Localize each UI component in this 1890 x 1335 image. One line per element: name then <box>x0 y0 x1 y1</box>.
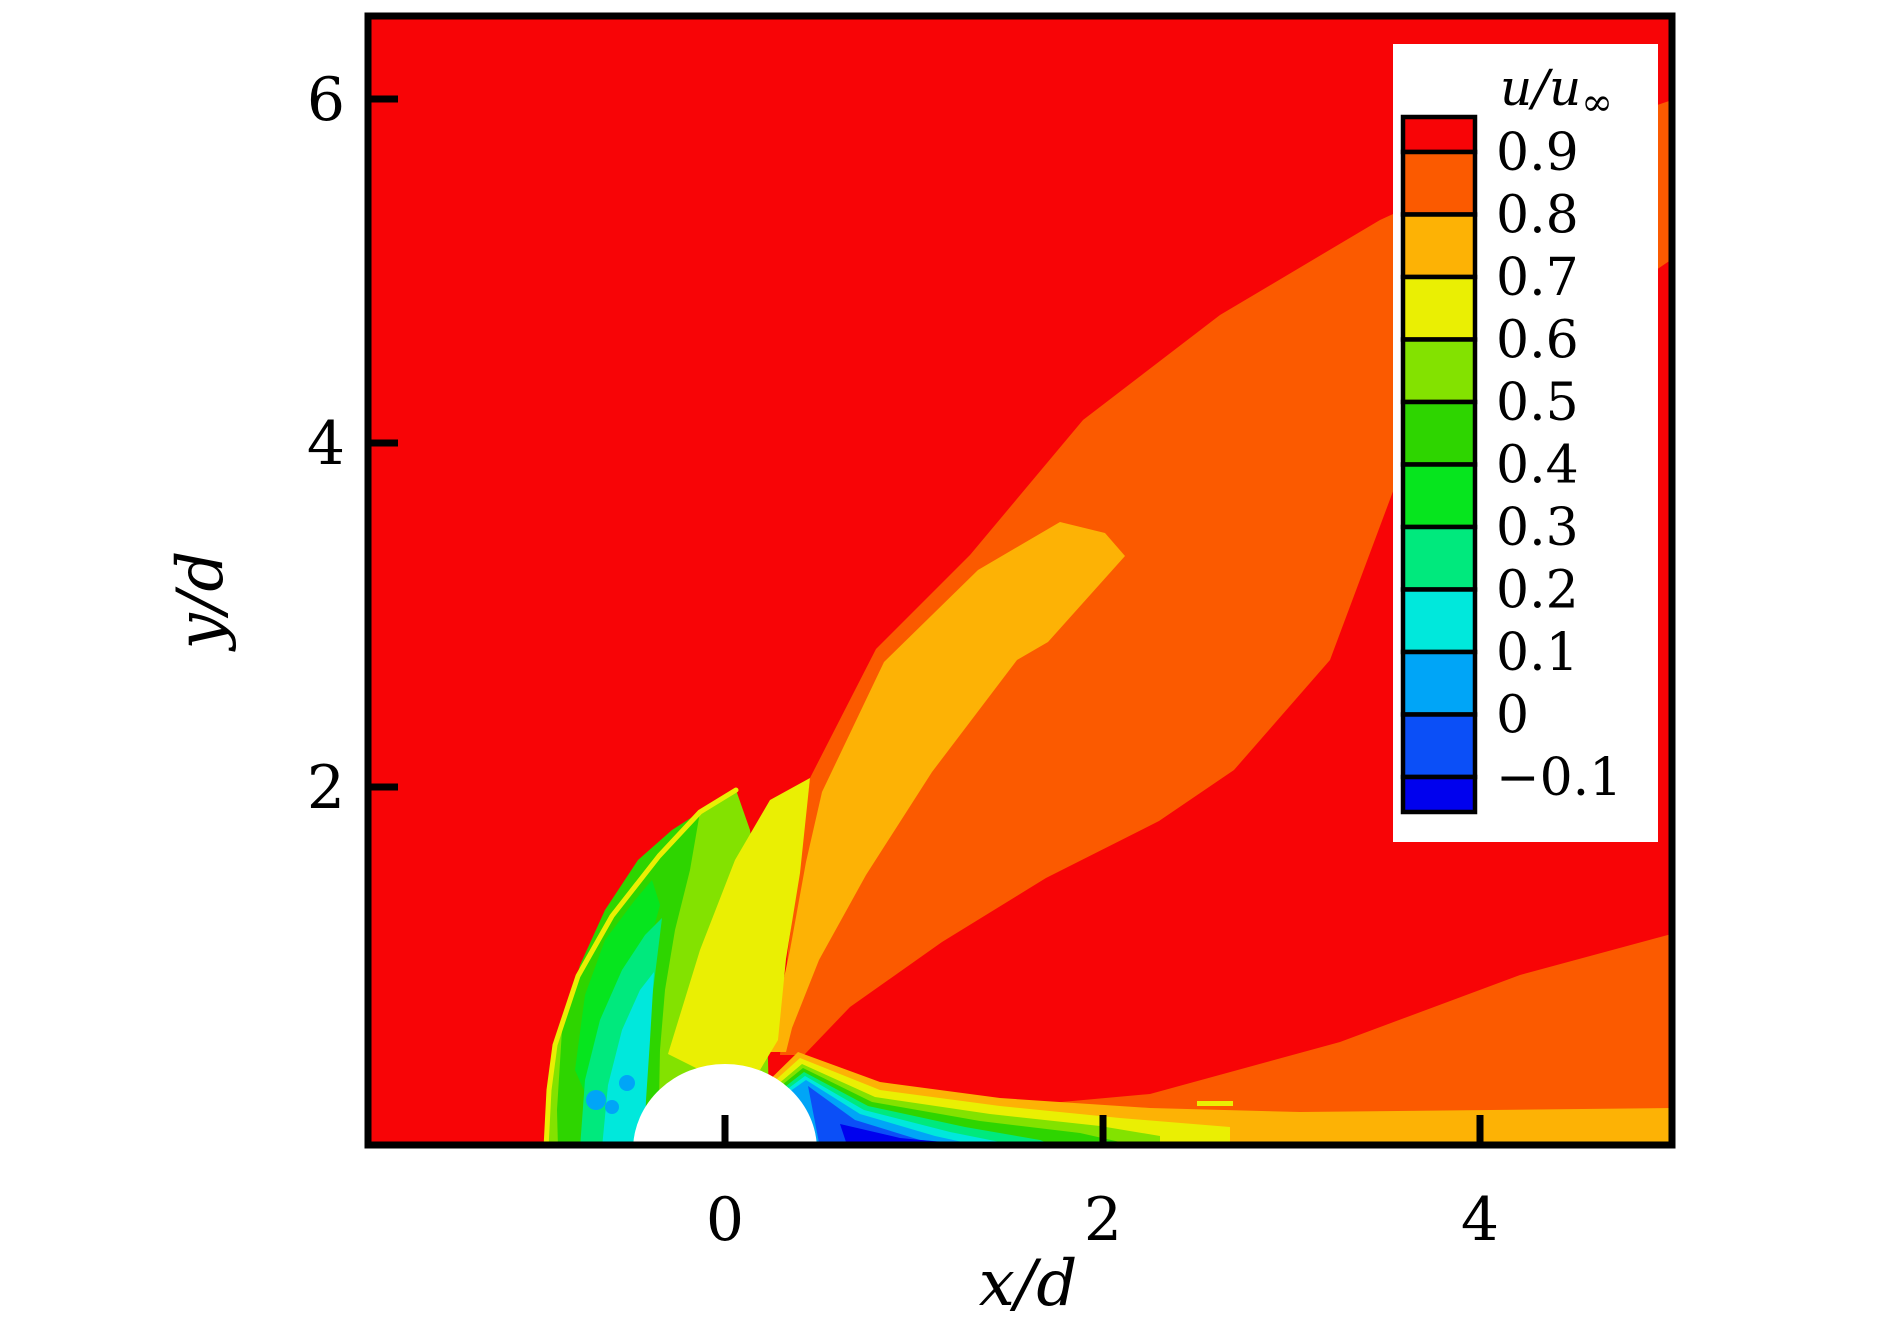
legend-swatch-0.4 <box>1400 399 1478 467</box>
y-tick-label-6: 6 <box>307 65 345 135</box>
legend-label-0.7: 0.7 <box>1496 248 1579 308</box>
legend-label-0.2: 0.2 <box>1496 561 1579 621</box>
legend-swatch-0.9 <box>1400 114 1478 155</box>
contour-wake-yellow-sliver <box>1197 1101 1233 1106</box>
legend-label-0.5: 0.5 <box>1496 373 1579 433</box>
contour-gold-band <box>768 522 1125 1052</box>
legend-label-−0.1: −0.1 <box>1496 748 1622 808</box>
y-axis-label: y/d <box>164 551 238 653</box>
legend-swatch-end <box>1400 774 1478 815</box>
x-tick-label-4: 4 <box>1461 1185 1499 1255</box>
contour-wake-darkblue-reverse-flow <box>840 1124 974 1145</box>
legend-swatch-−0.1 <box>1400 712 1478 780</box>
contour-pocket-blue-spot-2 <box>619 1075 635 1091</box>
legend-label-0: 0 <box>1496 686 1529 746</box>
legend-swatch-0.6 <box>1400 274 1478 342</box>
legend-label-0.8: 0.8 <box>1496 186 1579 246</box>
legend-label-0.4: 0.4 <box>1496 436 1579 496</box>
x-axis-label: x/d <box>979 1247 1078 1321</box>
x-tick-label-0: 0 <box>706 1185 744 1255</box>
contour-lower-orange-wedge <box>952 933 1672 1120</box>
bow-shock-fringe <box>543 787 739 1145</box>
plot-frame <box>364 12 1676 1149</box>
cylinder-body <box>633 1064 817 1145</box>
contour-yellow-jet <box>668 778 810 1070</box>
colorbar-legend: u/u∞ 0.90.80.70.60.50.40.30.20.10−0.1 <box>1393 44 1658 842</box>
legend-swatch-0 <box>1400 649 1478 717</box>
y-tick-label-4: 4 <box>307 409 345 479</box>
legend-swatch-0.5 <box>1400 337 1478 405</box>
axes: 0 2 4 2 4 6 <box>307 12 1676 1255</box>
legend-label-0.1: 0.1 <box>1496 623 1579 683</box>
contour-pocket-blue-spot-1 <box>586 1090 606 1110</box>
x-tick-label-2: 2 <box>1084 1185 1122 1255</box>
legend-swatch-0.7 <box>1400 212 1478 280</box>
legend-swatch-0.2 <box>1400 524 1478 592</box>
legend-label-0.9: 0.9 <box>1496 123 1579 183</box>
legend-swatch-0.1 <box>1400 587 1478 655</box>
legend-title: u/u∞ <box>1500 59 1613 124</box>
legend-label-0.3: 0.3 <box>1496 498 1579 558</box>
contour-pocket-blue-spot-3 <box>605 1100 619 1114</box>
y-tick-label-2: 2 <box>307 753 345 823</box>
legend-swatch-0.3 <box>1400 462 1478 530</box>
legend-swatch-0.8 <box>1400 149 1478 217</box>
legend-label-0.6: 0.6 <box>1496 311 1579 371</box>
